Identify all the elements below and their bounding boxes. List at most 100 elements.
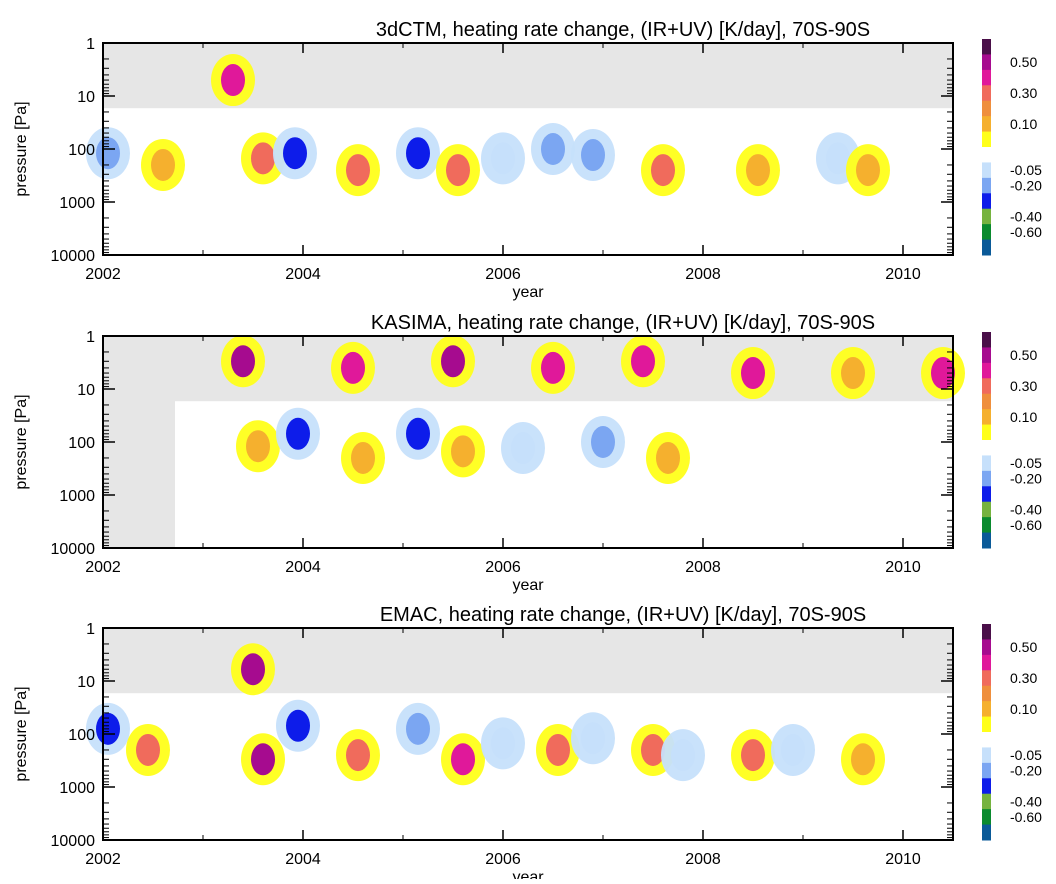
panel-title: 3dCTM, heating rate change, (IR+UV) [K/d…	[376, 19, 870, 41]
colorbar-segment	[982, 654, 991, 671]
x-axis-label: year	[512, 869, 544, 879]
colorbar-segment	[982, 362, 991, 379]
x-tick-label: 2004	[285, 559, 321, 576]
data-blob	[591, 426, 615, 458]
x-tick-label: 2006	[485, 559, 521, 576]
masked-region	[103, 628, 953, 694]
y-tick-label: 10000	[51, 248, 96, 265]
data-blob	[651, 154, 675, 187]
colorbar-segment	[982, 224, 991, 241]
colorbar-label: 0.10	[1010, 409, 1037, 425]
colorbar-label: -0.60	[1010, 517, 1042, 533]
x-tick-label: 2004	[285, 851, 321, 868]
data-blob	[283, 137, 307, 170]
y-tick-label: 100	[68, 142, 95, 159]
colorbar-label: -0.05	[1010, 162, 1042, 178]
colorbar-segment	[982, 54, 991, 71]
x-tick-label: 2002	[85, 559, 121, 576]
x-tick-label: 2008	[685, 851, 721, 868]
x-tick-label: 2006	[485, 266, 521, 283]
colorbar-segment	[982, 762, 991, 779]
data-blob	[221, 64, 245, 97]
colorbar-segment	[982, 131, 991, 148]
colorbar-segment	[982, 193, 991, 210]
data-blob	[511, 432, 535, 465]
colorbar-label: 0.30	[1010, 378, 1037, 394]
colorbar-label: 0.50	[1010, 639, 1037, 655]
data-blob	[856, 154, 880, 187]
colorbar-segment	[982, 378, 991, 395]
x-axis-label: year	[512, 577, 544, 594]
x-tick-label: 2008	[685, 559, 721, 576]
colorbar-segment	[982, 347, 991, 364]
y-tick-label: 10	[77, 382, 95, 399]
colorbar-segment	[982, 809, 991, 826]
colorbar-label: -0.40	[1010, 501, 1042, 517]
x-tick-label: 2002	[85, 851, 121, 868]
colorbar-segment	[982, 85, 991, 102]
colorbar-segment	[982, 747, 991, 764]
y-tick-label: 100	[68, 435, 95, 452]
colorbar-label: 0.50	[1010, 347, 1037, 363]
data-blob	[346, 154, 370, 187]
data-blob	[541, 133, 565, 165]
colorbar-segment	[982, 701, 991, 718]
colorbar-segment	[982, 532, 991, 549]
colorbar-segment	[982, 732, 991, 748]
colorbar-label: 0.50	[1010, 54, 1037, 70]
y-tick-label: 1	[86, 36, 95, 53]
y-axis-label: pressure [Pa]	[13, 394, 30, 489]
data-blob	[151, 148, 175, 181]
colorbar-segment	[982, 239, 991, 256]
y-tick-label: 1000	[59, 488, 95, 505]
data-blob	[251, 142, 275, 175]
x-tick-label: 2010	[885, 851, 921, 868]
data-blob	[541, 351, 565, 384]
data-blob	[231, 345, 255, 378]
colorbar-segment	[982, 116, 991, 133]
y-tick-label: 1	[86, 329, 95, 346]
data-blob	[451, 435, 475, 468]
data-blob	[406, 417, 430, 450]
data-blob	[781, 733, 805, 766]
colorbar-segment	[982, 69, 991, 86]
data-blob	[546, 733, 570, 766]
x-axis-label: year	[512, 284, 544, 301]
y-axis-label: pressure [Pa]	[13, 686, 30, 781]
y-tick-label: 10	[77, 89, 95, 106]
data-blob	[631, 345, 655, 378]
colorbar-label: -0.05	[1010, 455, 1042, 471]
colorbar-segment	[982, 147, 991, 163]
colorbar-label: -0.40	[1010, 208, 1042, 224]
data-blob	[746, 154, 770, 187]
data-blob	[346, 739, 370, 772]
colorbar-segment	[982, 670, 991, 687]
data-blob	[341, 351, 365, 384]
colorbar-segment	[982, 100, 991, 117]
colorbar-label: -0.60	[1010, 224, 1042, 240]
panel-title: EMAC, heating rate change, (IR+UV) [K/da…	[380, 604, 866, 626]
colorbar-segment	[982, 716, 991, 733]
data-blob	[286, 709, 310, 742]
data-blob	[826, 142, 850, 175]
panel-3dctm: 3dCTM, heating rate change, (IR+UV) [K/d…	[13, 19, 1042, 301]
colorbar-label: -0.40	[1010, 793, 1042, 809]
x-tick-label: 2002	[85, 266, 121, 283]
panel-title: KASIMA, heating rate change, (IR+UV) [K/…	[371, 312, 875, 334]
colorbar-segment	[982, 824, 991, 841]
y-tick-label: 10000	[51, 541, 96, 558]
x-tick-label: 2008	[685, 266, 721, 283]
colorbar-segment	[982, 208, 991, 225]
x-tick-label: 2004	[285, 266, 321, 283]
data-blob	[741, 357, 765, 390]
data-blob	[741, 739, 765, 772]
colorbar-segment	[982, 486, 991, 503]
y-tick-label: 1000	[59, 780, 95, 797]
colorbar-segment	[982, 455, 991, 472]
data-blob	[406, 137, 430, 170]
x-tick-label: 2006	[485, 851, 521, 868]
colorbar-label: -0.20	[1010, 178, 1042, 194]
data-blob	[246, 430, 270, 463]
data-blob	[136, 733, 160, 766]
colorbar-segment	[982, 393, 991, 410]
